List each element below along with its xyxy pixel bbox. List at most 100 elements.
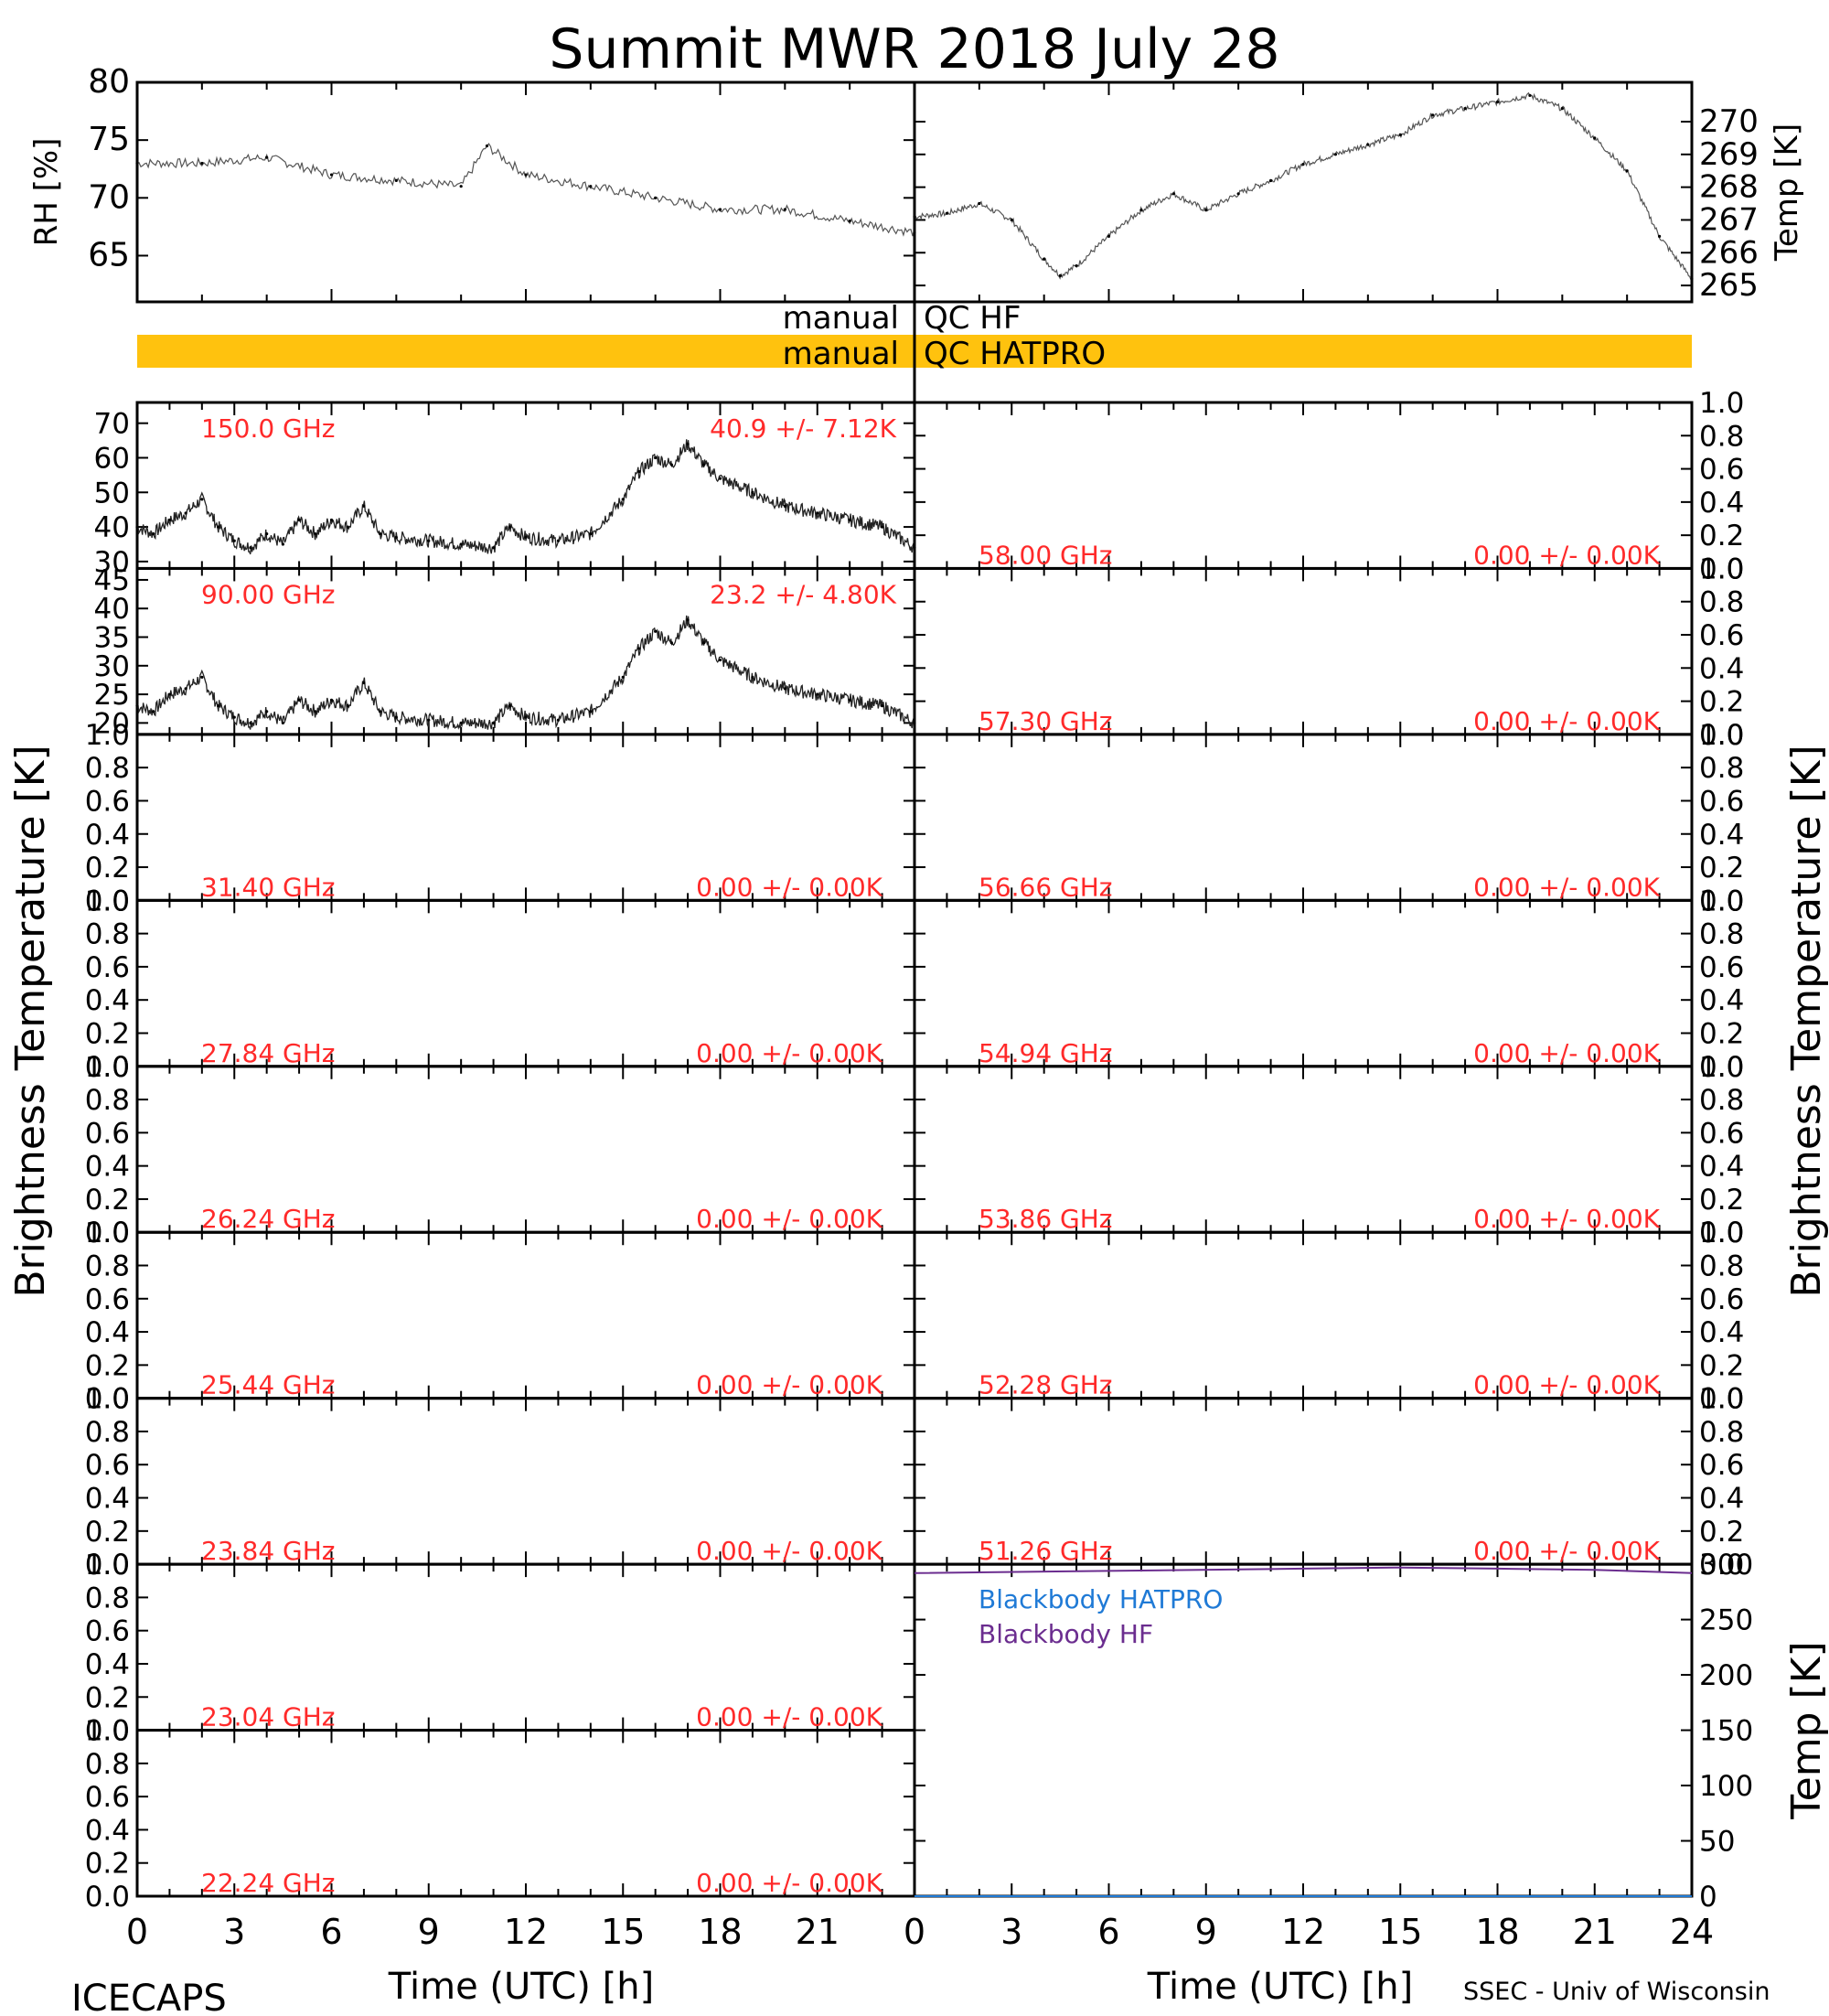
left-xtick-label: 12 xyxy=(504,1912,548,1952)
tb-panel-9000-point xyxy=(524,715,528,719)
tb-panel-2304-ytick-label: 1.0 xyxy=(85,1549,130,1582)
tb-panel-1500-point xyxy=(297,518,301,522)
tb-panel-2224-ytick-label: 0.8 xyxy=(85,1748,130,1781)
temp-point xyxy=(945,211,949,215)
rh-panel-ytick-label: 80 xyxy=(88,63,130,101)
tb-panel-1500-ytick-label: 30 xyxy=(94,546,130,579)
tb-panel-9000-freq-label: 90.00 GHz xyxy=(201,579,336,609)
bb-legend-0: Blackbody HATPRO xyxy=(979,1584,1223,1614)
tb-panel-5126-ytick-label: 0.8 xyxy=(1699,1416,1744,1449)
tb-panel-5494-ytick-label: 0.4 xyxy=(1699,984,1744,1017)
tb-panel-9000-point xyxy=(297,698,301,702)
rh-series xyxy=(136,143,915,237)
tb-panel-2384-ytick-label: 0.6 xyxy=(85,1449,130,1482)
rh-point xyxy=(848,219,851,223)
tb-panel-1500-point xyxy=(427,539,431,542)
tb-panel-9000-point xyxy=(184,687,187,691)
tb-panel-5666-ytick-label: 1.0 xyxy=(1699,719,1744,752)
rh-point xyxy=(589,185,593,188)
rh-panel-ytick-label: 65 xyxy=(88,236,130,273)
tb-panel-5126-ytick-label: 1.0 xyxy=(1699,1383,1744,1416)
tb-panel-9000-ytick-label: 40 xyxy=(94,593,130,626)
tb-panel-2224-ytick-label: 0.0 xyxy=(85,1881,130,1914)
tb-panel-1500-ytick-label: 40 xyxy=(94,511,130,544)
tb-panel-9000-point xyxy=(718,658,722,662)
tb-panel-9000-point xyxy=(249,721,252,724)
tb-panel-5666-ytick-label: 0.2 xyxy=(1699,852,1744,885)
temp-point xyxy=(1528,93,1532,97)
temp-point xyxy=(1431,113,1435,117)
qc-label-right-0: QC HF xyxy=(924,300,1021,337)
right-xlabel: Time (UTC) [h] xyxy=(1147,1966,1413,2008)
tb-panel-9000-point xyxy=(816,692,819,696)
left-xtick-label: 15 xyxy=(601,1912,645,1952)
tb-panel-1500-point xyxy=(346,525,349,529)
tb-panel-5730-ytick-label: 0.4 xyxy=(1699,652,1744,685)
tb-panel-5800-ytick-label: 0.4 xyxy=(1699,487,1744,520)
temp-panel-ytick-label: 267 xyxy=(1699,201,1759,238)
tb-panel-2384-ytick-label: 0.4 xyxy=(85,1483,130,1516)
tb-panel-9000-point xyxy=(654,629,658,633)
tb-panel-9000-stat-label: 23.2 +/- 4.80K xyxy=(710,579,896,609)
temp-point xyxy=(1139,209,1143,212)
bb-series-1 xyxy=(914,1566,1693,1574)
right-xtick-label: 21 xyxy=(1573,1912,1617,1952)
tb-panel-9000-point xyxy=(232,715,236,719)
tb-panel-1500-point xyxy=(669,463,673,466)
tb-panel-3140-freq-label: 31.40 GHz xyxy=(201,872,336,902)
tb-panel-2624-ytick-label: 0.4 xyxy=(85,1151,130,1184)
tb-panel-5494-ytick-label: 1.0 xyxy=(1699,885,1744,917)
tb-panel-2544-ytick-label: 0.4 xyxy=(85,1316,130,1349)
left-xtick-label: 21 xyxy=(796,1912,840,1952)
left-xlabel: Time (UTC) [h] xyxy=(388,1966,654,2008)
tb-panel-1500-point xyxy=(654,456,658,460)
tb-panel-1500-point xyxy=(491,546,496,550)
tb-panel-1500-freq-label: 150.0 GHz xyxy=(201,413,336,444)
tb-panel-1500-point xyxy=(135,525,139,529)
temp-panel-ytick-label: 268 xyxy=(1699,169,1759,206)
temp-point xyxy=(1204,209,1208,212)
temp-point xyxy=(1625,169,1629,173)
tb-panel-5730-ytick-label: 0.6 xyxy=(1699,619,1744,652)
tb-panel-5126-ytick-label: 0.2 xyxy=(1699,1516,1744,1549)
tb-panel-5494-ytick-label: 0.6 xyxy=(1699,951,1744,984)
tb-panel-2544-ytick-label: 1.0 xyxy=(85,1217,130,1249)
tb-panel-1500-point xyxy=(167,518,172,522)
temp-point xyxy=(1268,178,1273,183)
tb-panel-9000-point xyxy=(329,698,334,702)
tb-panel-1500-point xyxy=(379,532,382,536)
tb-panel-2384-ytick-label: 0.2 xyxy=(85,1516,130,1549)
tb-panel-5126-stat-label: 0.00 +/- 0.00K xyxy=(1473,1536,1660,1566)
rh-point xyxy=(329,173,334,177)
tb-panel-5666-freq-label: 56.66 GHz xyxy=(979,872,1113,902)
tb-panel-2624-ytick-label: 1.0 xyxy=(85,1051,130,1084)
tb-ylabel-left: Brightness Temperature [K] xyxy=(7,745,54,1297)
tb-panel-1500-point xyxy=(816,511,819,515)
tb-panel-2304-ytick-label: 0.2 xyxy=(85,1681,130,1714)
temp-point xyxy=(1690,277,1694,281)
temp-point xyxy=(978,201,981,206)
tb-panel-5228-freq-label: 52.28 GHz xyxy=(979,1370,1113,1400)
tb-panel-2224-stat-label: 0.00 +/- 0.00K xyxy=(696,1868,882,1898)
right-xtick-label: 3 xyxy=(1000,1912,1022,1952)
tb-panel-2224-ytick-label: 0.6 xyxy=(85,1781,130,1814)
right-xtick-label: 6 xyxy=(1097,1912,1119,1952)
tb-panel-9000-ytick-label: 20 xyxy=(94,707,130,740)
tb-panel-1500-point xyxy=(751,490,754,494)
tb-panel-1500-point xyxy=(556,539,561,542)
tb-panel-2624-freq-label: 26.24 GHz xyxy=(201,1204,336,1234)
tb-panel-1500-point xyxy=(281,542,284,546)
bb-panel-ytick-label: 50 xyxy=(1699,1826,1735,1859)
tb-panel-1500-point xyxy=(200,498,204,501)
tb-panel-2224-ytick-label: 0.4 xyxy=(85,1814,130,1847)
temp-point xyxy=(1560,107,1564,111)
tb-panel-2384-ytick-label: 1.0 xyxy=(85,1383,130,1416)
tb-panel-9000-point xyxy=(281,721,284,724)
tb-panel-2784-ytick-label: 0.6 xyxy=(85,951,130,984)
bb-panel-ytick-label: 0 xyxy=(1699,1881,1717,1914)
tb-panel-1500-point xyxy=(621,498,625,501)
tb-panel-2784-ytick-label: 0.4 xyxy=(85,984,130,1017)
rh-point xyxy=(200,161,204,166)
temp-panel-ytick-label: 265 xyxy=(1699,267,1759,304)
